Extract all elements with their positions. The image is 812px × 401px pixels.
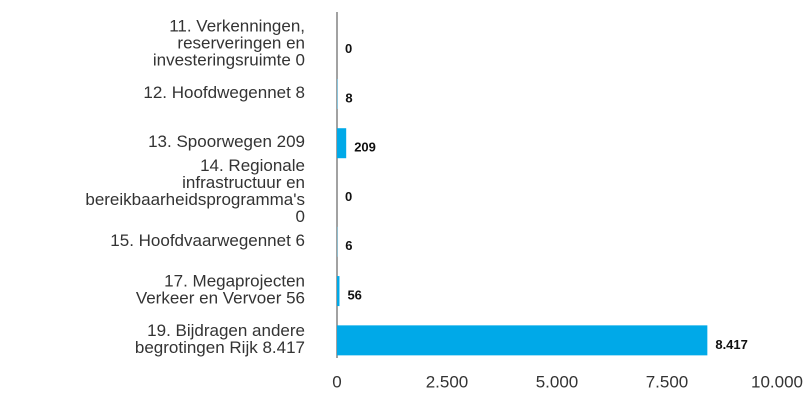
category-label: 19. Bijdragen andere begrotingen Rijk 8.4… <box>135 321 305 357</box>
category-label-line: Verkeer en Vervoer 56 <box>136 289 305 308</box>
category-label-line: 17. Megaprojecten <box>164 272 305 291</box>
bar <box>337 325 708 356</box>
x-tick-label: 7.500 <box>646 372 689 391</box>
category-label: 15. Hoofdvaarwegennet 6 <box>110 231 305 250</box>
category-label-line: 19. Bijdragen andere <box>147 321 305 340</box>
category-label: 14. Regionale infrastructuur en bereikbaar… <box>85 156 305 226</box>
value-label: 8.417 <box>715 337 748 352</box>
category-label-line: 13. Spoorwegen 209 <box>148 133 305 152</box>
category-label-line: 0 <box>296 207 305 226</box>
x-tick-label: 5.000 <box>536 372 579 391</box>
value-label: 56 <box>347 288 361 303</box>
value-label: 209 <box>354 140 376 155</box>
category-label-line: investeringsruimte 0 <box>153 51 305 70</box>
x-tick-label: 2.500 <box>426 372 469 391</box>
category-label-line: infrastructuur en <box>182 173 305 192</box>
category-label: 17. Megaprojecten Verkeer en Vervoer 56 <box>136 272 305 308</box>
category-label-line: 15. Hoofdvaarwegennet 6 <box>110 231 305 250</box>
x-tick-label: 0 <box>332 372 341 391</box>
value-label: 0 <box>345 189 352 204</box>
category-label-line: begrotingen Rijk 8.417 <box>135 338 305 357</box>
category-label: 12. Hoofdwegennet 8 <box>143 83 305 102</box>
category-label-line: reserveringen en <box>177 34 305 53</box>
category-label-line: bereikbaarheidsprogramma's <box>85 190 305 209</box>
bar <box>337 128 347 159</box>
value-label: 0 <box>345 41 352 56</box>
x-tick-label: 10.000 <box>751 372 803 391</box>
category-label-line: 12. Hoofdwegennet 8 <box>143 83 305 102</box>
category-label: 13. Spoorwegen 209 <box>148 133 305 152</box>
bar <box>337 276 340 307</box>
value-label: 8 <box>345 90 352 105</box>
value-label: 6 <box>345 238 352 253</box>
category-label: 11. Verkenningen, reserveringen en investe… <box>153 17 305 70</box>
category-label-line: 11. Verkenningen, <box>169 17 305 36</box>
category-label-line: 14. Regionale <box>200 156 305 175</box>
